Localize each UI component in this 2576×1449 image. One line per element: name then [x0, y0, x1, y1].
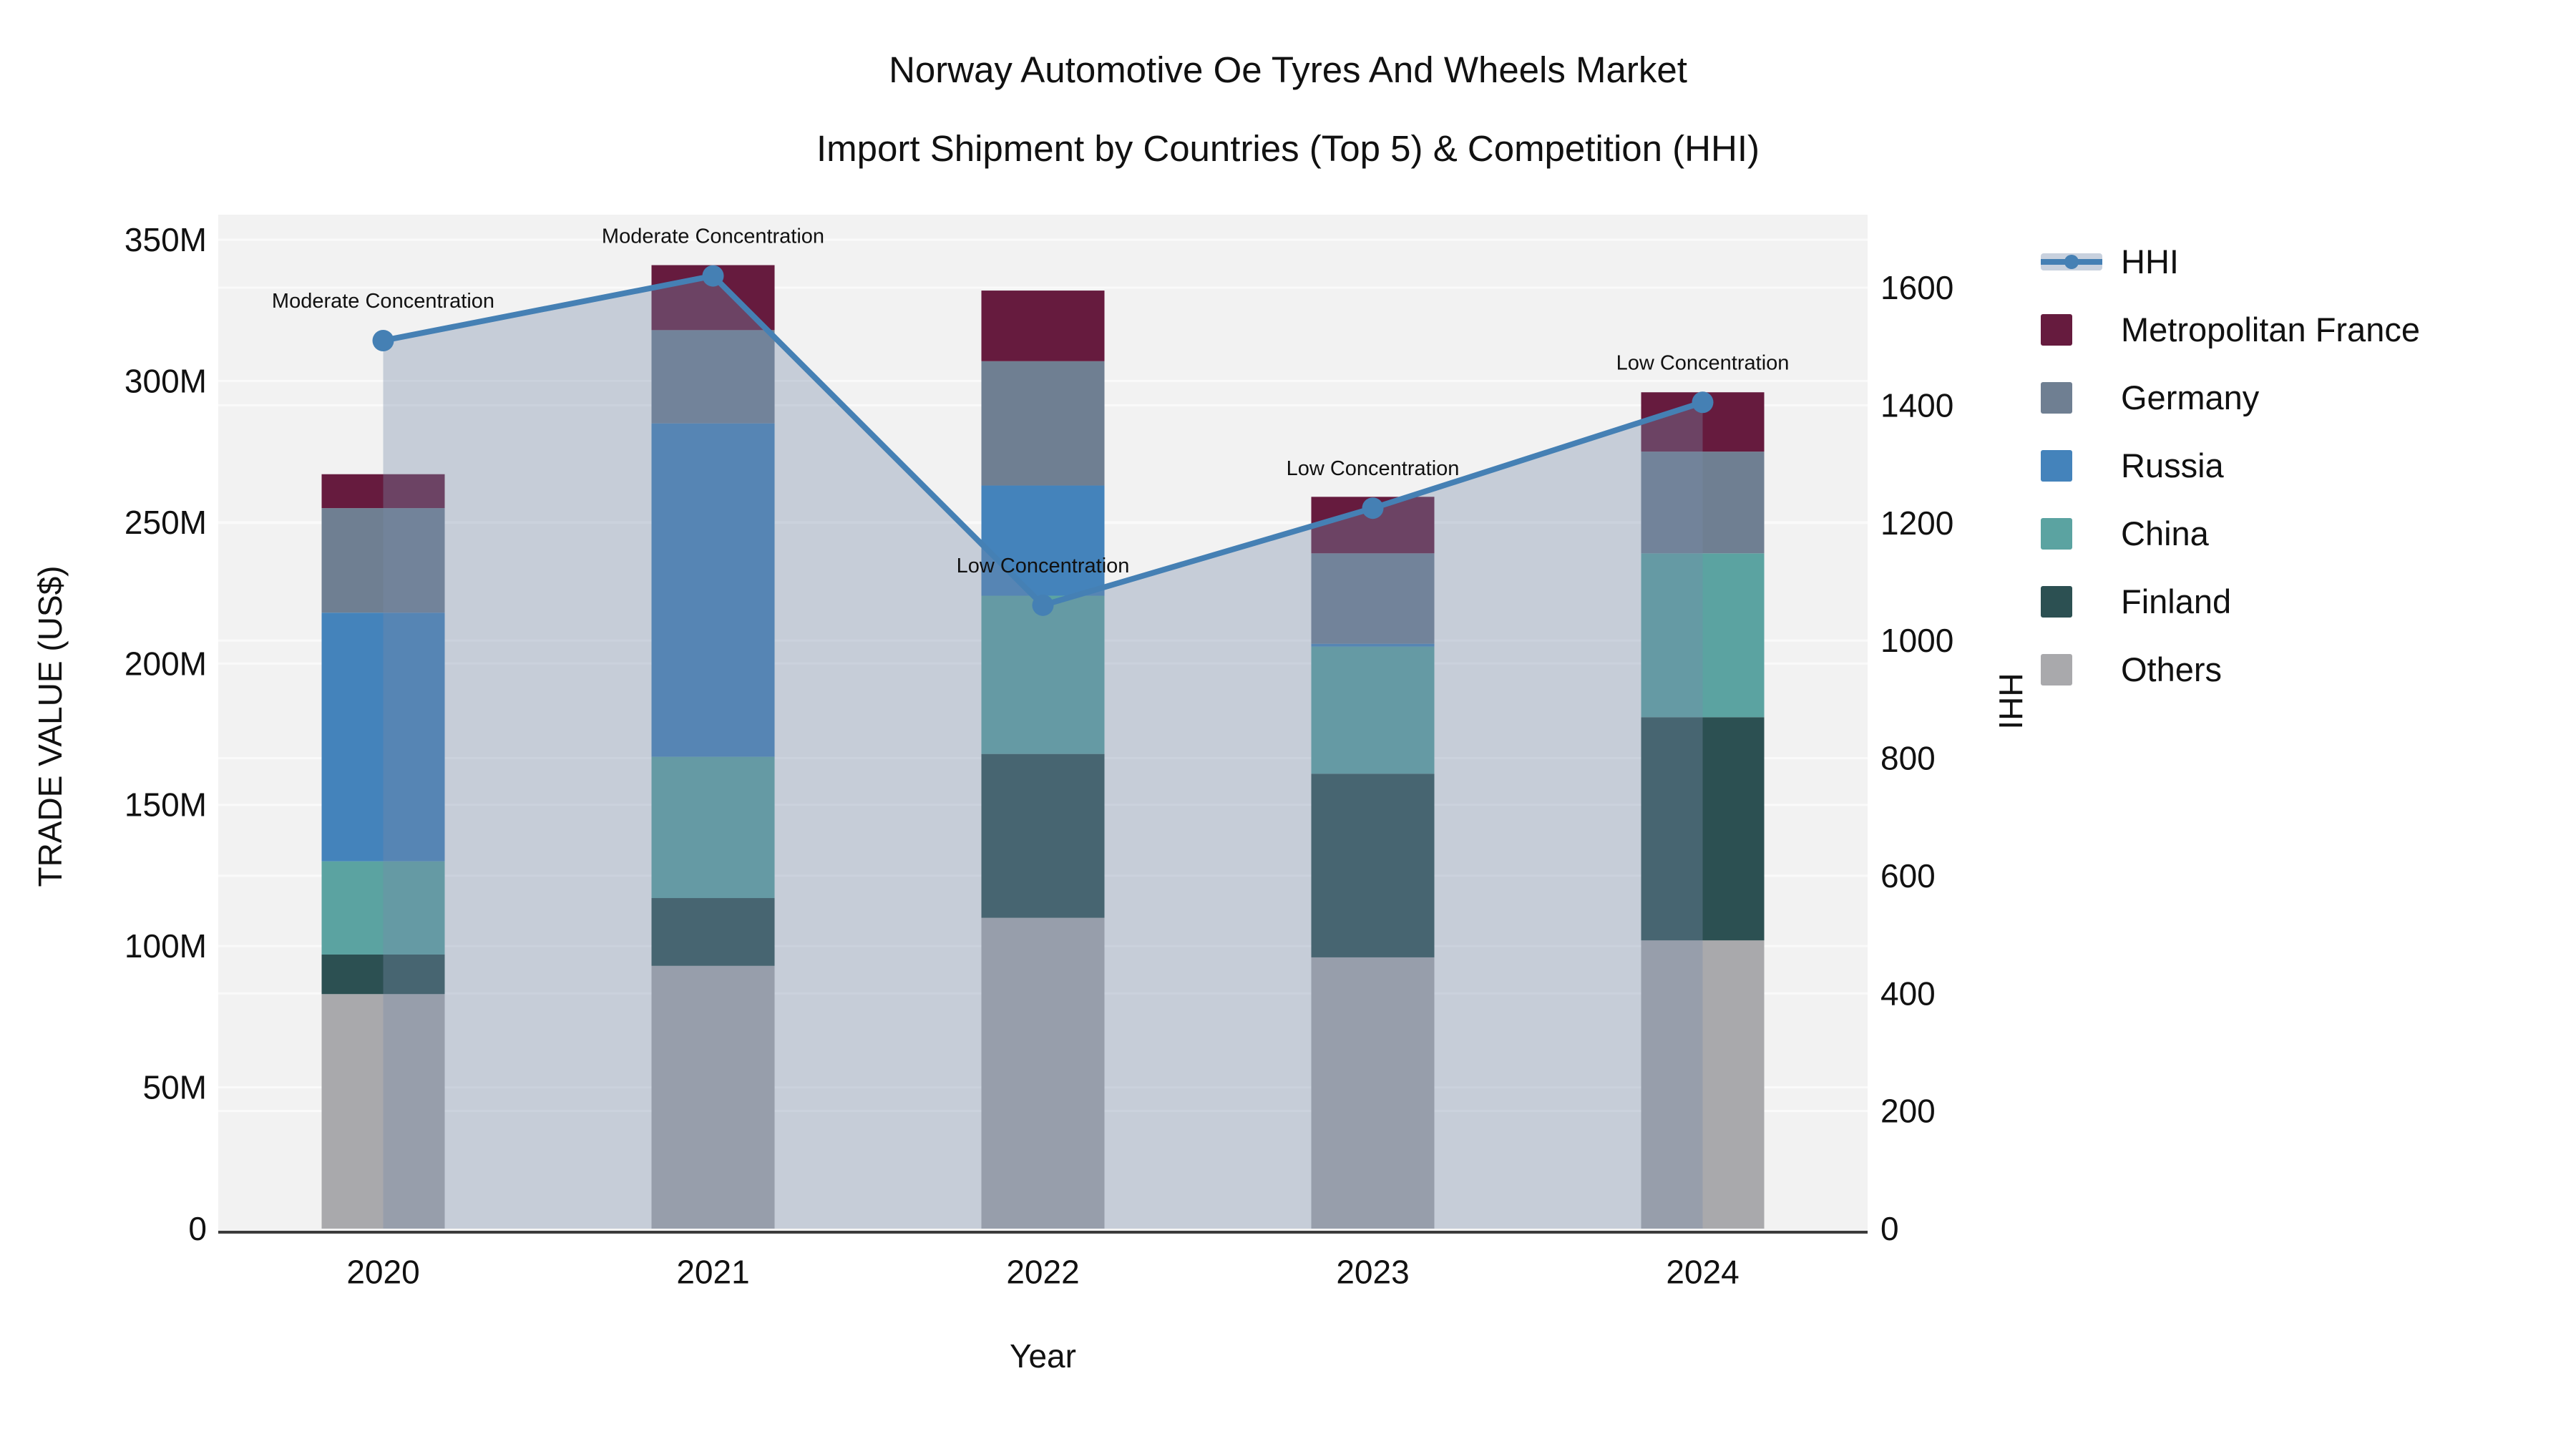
chart-title-line2: Import Shipment by Countries (Top 5) & C…: [816, 128, 1760, 169]
hhi-marker-2024[interactable]: [1692, 391, 1714, 414]
bar-segment-germany-2022[interactable]: [981, 361, 1105, 486]
right-axis-title: HHI: [1992, 673, 2029, 730]
right-axis-tick-label: 1000: [1880, 622, 1953, 659]
bar-segment-germany-2020[interactable]: [321, 508, 445, 613]
bar-segment-china-2022[interactable]: [981, 595, 1105, 754]
bar-segment-china-2021[interactable]: [651, 756, 775, 899]
right-axis-tick-label: 400: [1880, 975, 1936, 1012]
left-axis-tick-label: 50M: [143, 1069, 207, 1106]
legend-label: HHI: [2121, 243, 2179, 280]
annotation-2023: Low Concentration: [1287, 457, 1460, 480]
hhi-marker-2020[interactable]: [372, 329, 394, 351]
legend-label: Finland: [2121, 582, 2232, 620]
bar-segment-finland-2023[interactable]: [1311, 774, 1435, 957]
bar-segment-metropolitan-france-2022[interactable]: [981, 291, 1105, 361]
left-axis-tick-label: 150M: [125, 786, 207, 824]
legend: HHI Metropolitan France Germany Russia China…: [2041, 228, 2556, 703]
bar-segment-germany-2024[interactable]: [1641, 452, 1765, 554]
legend-label: China: [2121, 514, 2209, 552]
left-axis-tick-label: 250M: [125, 504, 207, 541]
right-axis-tick-label: 200: [1880, 1093, 1936, 1130]
right-axis-tick-label: 0: [1880, 1210, 1899, 1247]
bar-segment-finland-2022[interactable]: [981, 753, 1105, 918]
bar-segment-others-2020[interactable]: [321, 994, 445, 1229]
bar-segment-russia-2020[interactable]: [321, 613, 445, 862]
left-axis-tick-label: 350M: [125, 221, 207, 258]
legend-label: Germany: [2121, 379, 2260, 416]
annotation-2021: Moderate Concentration: [602, 225, 824, 248]
legend-label: Metropolitan France: [2121, 311, 2420, 348]
right-axis-tick-label: 800: [1880, 740, 1936, 777]
bar-segment-germany-2023[interactable]: [1311, 553, 1435, 644]
bar-segment-metropolitan-france-2020[interactable]: [321, 474, 445, 509]
right-axis-tick-label: 1600: [1880, 269, 1953, 306]
right-axis-tick-label: 1200: [1880, 504, 1953, 542]
bar-segment-finland-2020[interactable]: [321, 954, 445, 995]
legend-swatch-icon: [2041, 585, 2107, 618]
legend-label: Others: [2121, 650, 2223, 688]
x-tick-label-2023[interactable]: 2023: [1336, 1254, 1409, 1291]
chart-title-line1: Norway Automotive Oe Tyres And Wheels Ma…: [889, 49, 1687, 90]
bar-segment-finland-2024[interactable]: [1641, 717, 1765, 941]
x-tick-label-2022[interactable]: 2022: [1006, 1254, 1079, 1291]
legend-swatch-icon: [2041, 517, 2107, 550]
legend-swatch-icon: [2041, 653, 2107, 686]
bar-segment-others-2022[interactable]: [981, 917, 1105, 1229]
legend-item-hhi[interactable]: HHI: [2041, 228, 2556, 296]
legend-swatch-icon: [2041, 449, 2107, 482]
bar-segment-russia-2021[interactable]: [651, 423, 775, 757]
left-axis-title: TRADE VALUE (US$): [31, 565, 69, 887]
x-axis-title: Year: [1010, 1337, 1076, 1375]
right-axis-tick-label: 1400: [1880, 386, 1953, 424]
bar-segment-china-2023[interactable]: [1311, 646, 1435, 774]
annotation-2020: Moderate Concentration: [272, 290, 494, 313]
annotation-2024: Low Concentration: [1616, 351, 1790, 374]
x-tick-label-2020[interactable]: 2020: [346, 1254, 419, 1291]
hhi-marker-2023[interactable]: [1362, 497, 1384, 519]
left-axis-tick-label: 300M: [125, 362, 207, 399]
legend-item-germany[interactable]: Germany: [2041, 364, 2556, 431]
legend-item-metropolitan-france[interactable]: Metropolitan France: [2041, 296, 2556, 364]
legend-item-finland[interactable]: Finland: [2041, 567, 2556, 635]
left-axis-tick-label: 100M: [125, 927, 207, 965]
bar-segment-china-2020[interactable]: [321, 861, 445, 955]
left-axis-tick-label: 0: [188, 1210, 207, 1247]
legend-item-china[interactable]: China: [2041, 499, 2556, 567]
bar-segment-others-2021[interactable]: [651, 965, 775, 1229]
legend-item-others[interactable]: Others: [2041, 635, 2556, 703]
hhi-marker-2021[interactable]: [702, 265, 724, 287]
bar-segment-russia-2022[interactable]: [981, 485, 1105, 596]
x-tick-label-2021[interactable]: 2021: [676, 1254, 749, 1291]
bar-segment-finland-2021[interactable]: [651, 898, 775, 966]
hhi-marker-2022[interactable]: [1032, 594, 1054, 616]
left-axis-tick-label: 200M: [125, 645, 207, 682]
legend-swatch-icon: [2041, 381, 2107, 414]
bar-segment-others-2023[interactable]: [1311, 957, 1435, 1229]
bar-segment-russia-2023[interactable]: [1311, 643, 1435, 647]
x-tick-label-2024[interactable]: 2024: [1666, 1254, 1739, 1291]
legend-item-russia[interactable]: Russia: [2041, 431, 2556, 499]
bar-segment-germany-2021[interactable]: [651, 330, 775, 424]
legend-label: Russia: [2121, 447, 2224, 484]
legend-line-sample-icon: [2041, 253, 2107, 270]
bar-segment-china-2024[interactable]: [1641, 553, 1765, 718]
right-axis-tick-label: 600: [1880, 857, 1936, 894]
bar-segment-others-2024[interactable]: [1641, 940, 1765, 1229]
annotation-2022: Low Concentration: [957, 555, 1130, 577]
legend-swatch-icon: [2041, 313, 2107, 346]
